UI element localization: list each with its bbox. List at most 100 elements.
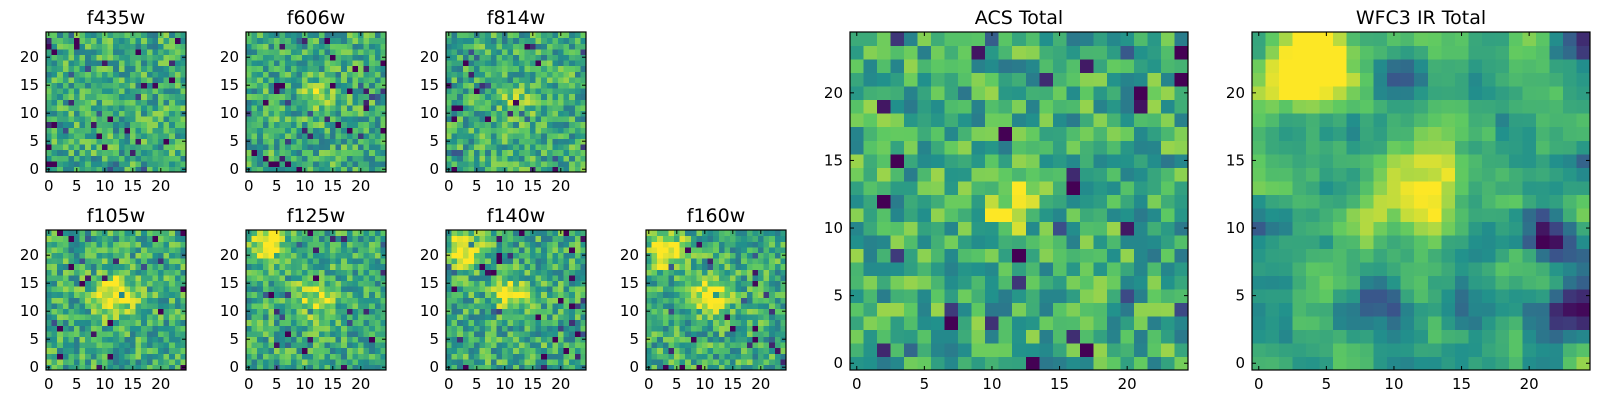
heatmap-cell	[507, 347, 514, 354]
heatmap-cell	[369, 138, 376, 145]
heatmap-cell	[713, 241, 720, 248]
heatmap-cell	[696, 291, 703, 298]
heatmap-cell	[546, 230, 553, 237]
y-tick-label: 15	[20, 76, 39, 94]
heatmap-cell	[998, 248, 1013, 263]
heatmap-cell	[518, 314, 525, 321]
heatmap-cell	[107, 104, 114, 111]
heatmap-cell	[552, 269, 559, 276]
heatmap-cell	[335, 358, 342, 365]
heatmap-cell	[307, 149, 314, 156]
heatmap-cell	[46, 258, 53, 265]
heatmap-cell	[352, 93, 359, 100]
heatmap-cell	[124, 235, 131, 242]
heatmap-cell	[574, 54, 581, 61]
heatmap-cell	[479, 93, 486, 100]
heatmap-cell	[496, 71, 503, 78]
heatmap-cell	[552, 43, 559, 50]
heatmap-cell	[490, 314, 497, 321]
heatmap-cell	[146, 353, 153, 360]
heatmap-cell	[102, 149, 109, 156]
heatmap-cell	[268, 302, 275, 309]
heatmap-cell	[330, 65, 337, 72]
heatmap-cell	[285, 302, 292, 309]
heatmap-cell	[274, 330, 281, 337]
heatmap-cell	[485, 286, 492, 293]
heatmap-cell	[296, 37, 303, 44]
heatmap-cell	[274, 121, 281, 128]
heatmap-cell	[358, 155, 365, 162]
heatmap-cell	[51, 308, 58, 315]
heatmap-cell	[174, 99, 181, 106]
heatmap-cell	[574, 65, 581, 72]
heatmap-cell	[496, 319, 503, 326]
heatmap-cell	[296, 82, 303, 89]
heatmap-cell	[163, 116, 170, 123]
heatmap-cell	[479, 336, 486, 343]
heatmap-cell	[146, 280, 153, 287]
heatmap-cell	[730, 286, 737, 293]
heatmap-cell	[507, 364, 514, 371]
heatmap-cell	[569, 138, 576, 145]
heatmap-cell	[290, 88, 297, 95]
heatmap-cell	[79, 330, 86, 337]
heatmap-cell	[113, 364, 120, 371]
heatmap-cell	[502, 353, 509, 360]
heatmap-cell	[118, 121, 125, 128]
heatmap-cell	[313, 230, 320, 237]
heatmap-cell	[1025, 275, 1040, 290]
heatmap-cell	[135, 127, 142, 134]
heatmap-cell	[446, 144, 453, 151]
heatmap-cell	[169, 252, 176, 259]
heatmap-cell	[518, 76, 525, 83]
heatmap-cell	[651, 235, 658, 242]
heatmap-cell	[890, 342, 905, 358]
heatmap-cell	[518, 330, 525, 337]
heatmap-cell	[462, 54, 469, 61]
heatmap-cell	[730, 314, 737, 321]
heatmap-cell	[462, 364, 469, 371]
heatmap-cell	[558, 280, 565, 287]
heatmap-cell	[335, 121, 342, 128]
heatmap-cell	[485, 246, 492, 253]
heatmap-cell	[518, 230, 525, 237]
heatmap-cell	[257, 110, 264, 117]
heatmap-cell	[130, 149, 137, 156]
heatmap-cell	[85, 144, 92, 151]
heatmap-cell	[324, 342, 331, 349]
heatmap-cell	[490, 65, 497, 72]
heatmap-cell	[468, 330, 475, 337]
heatmap-cell	[141, 302, 148, 309]
heatmap-cell	[479, 246, 486, 253]
heatmap-cell	[146, 65, 153, 72]
heatmap-cell	[352, 330, 359, 337]
heatmap-cell	[552, 104, 559, 111]
heatmap-cell	[85, 54, 92, 61]
heatmap-cell	[574, 314, 581, 321]
heatmap-cell	[324, 269, 331, 276]
heatmap-cell	[558, 274, 565, 281]
heatmap-cell	[563, 82, 570, 89]
heatmap-cell	[102, 297, 109, 304]
heatmap-cell	[451, 71, 458, 78]
heatmap-cell	[479, 269, 486, 276]
heatmap-cell	[774, 319, 781, 326]
heatmap-cell	[931, 194, 946, 209]
heatmap-cell	[513, 43, 520, 50]
heatmap-cell	[904, 167, 919, 182]
heatmap-cell	[474, 82, 481, 89]
heatmap-cell	[302, 149, 309, 156]
y-tick-label: 15	[420, 274, 439, 292]
heatmap-cell	[302, 342, 309, 349]
heatmap-cell	[535, 364, 542, 371]
heatmap-cell	[457, 342, 464, 349]
heatmap-cell	[702, 280, 709, 287]
heatmap-cell	[274, 258, 281, 265]
heatmap-cell	[479, 274, 486, 281]
heatmap-cell	[274, 319, 281, 326]
heatmap-cell	[530, 302, 537, 309]
heatmap-cell	[569, 325, 576, 332]
heatmap-cell	[274, 314, 281, 321]
heatmap-cell	[296, 132, 303, 139]
heatmap-cell	[335, 274, 342, 281]
